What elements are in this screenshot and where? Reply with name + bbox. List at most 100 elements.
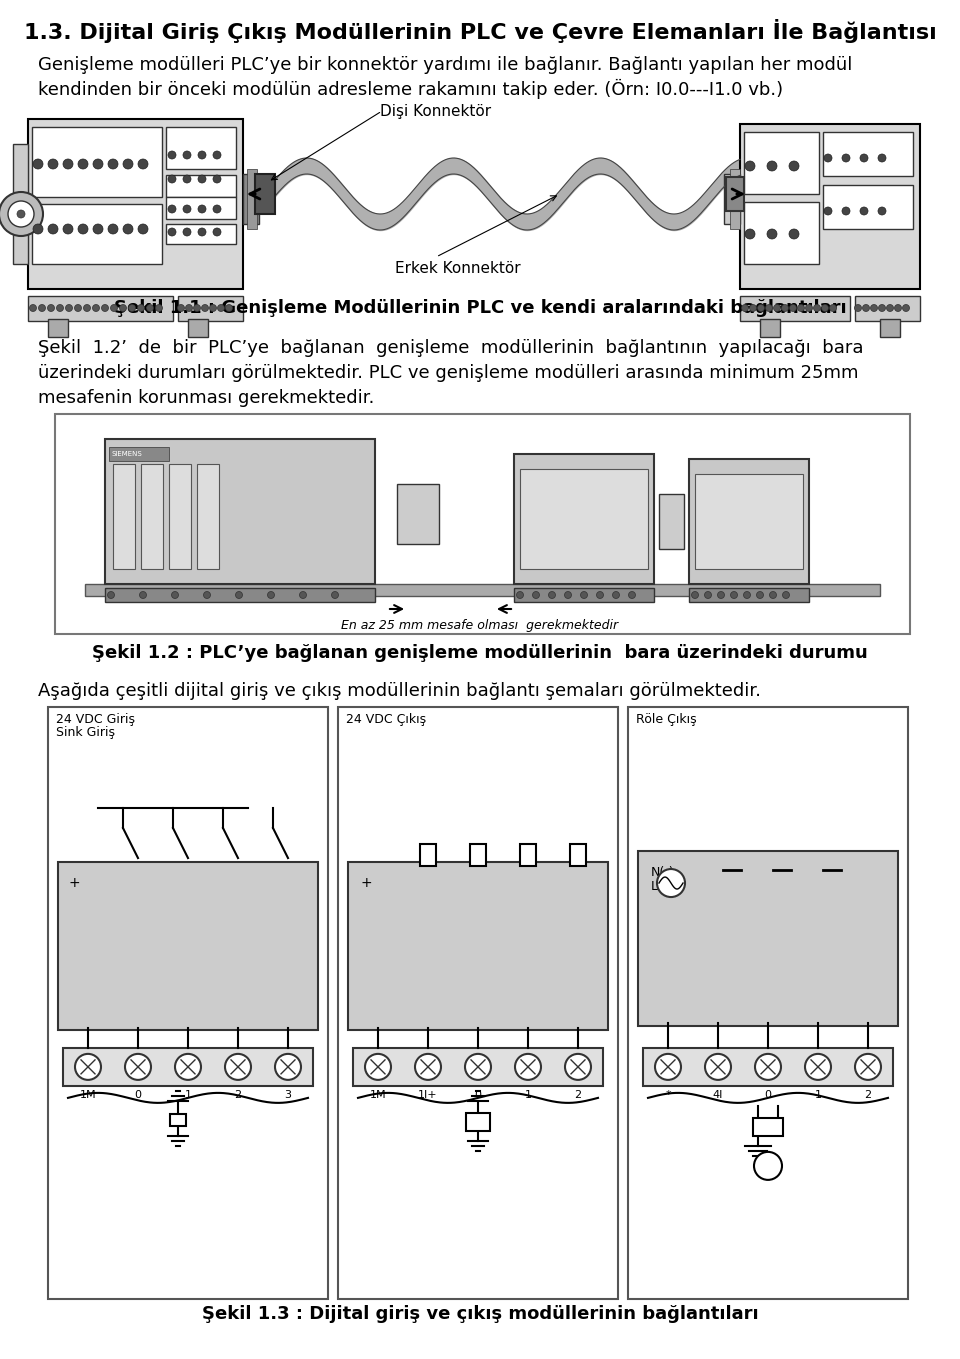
Text: SIEMENS: SIEMENS <box>111 451 142 457</box>
Circle shape <box>741 304 749 311</box>
Circle shape <box>548 591 556 598</box>
Circle shape <box>125 1053 151 1080</box>
Bar <box>255 174 275 213</box>
Circle shape <box>198 175 206 183</box>
Text: 3: 3 <box>284 1090 292 1099</box>
Circle shape <box>218 304 225 311</box>
Circle shape <box>782 591 789 598</box>
Bar <box>643 1048 893 1086</box>
Text: üzerindeki durumları görülmektedir. PLC ve genişleme modülleri arasında minimum : üzerindeki durumları görülmektedir. PLC … <box>38 364 858 382</box>
Text: Şekil 1.1 : Genişleme Modüllerinin PLC ve kendi aralarındaki bağlantıları: Şekil 1.1 : Genişleme Modüllerinin PLC v… <box>113 299 847 317</box>
Bar <box>48 707 328 1299</box>
Circle shape <box>156 304 162 311</box>
Circle shape <box>756 591 763 598</box>
Bar <box>726 177 744 211</box>
Circle shape <box>705 1053 731 1080</box>
Circle shape <box>185 304 193 311</box>
Bar <box>520 469 648 569</box>
Bar <box>753 1118 783 1136</box>
Bar <box>744 132 819 194</box>
Bar <box>514 454 654 584</box>
Circle shape <box>65 304 73 311</box>
Circle shape <box>108 224 118 234</box>
Bar <box>170 1114 186 1125</box>
Polygon shape <box>514 442 666 454</box>
Bar <box>105 588 375 602</box>
Text: En az 25 mm mesafe olması  gerekmektedir: En az 25 mm mesafe olması gerekmektedir <box>342 618 618 632</box>
Circle shape <box>194 304 201 311</box>
Circle shape <box>824 154 832 162</box>
Circle shape <box>213 151 221 159</box>
Circle shape <box>750 304 756 311</box>
Circle shape <box>183 151 191 159</box>
Circle shape <box>878 207 886 215</box>
Bar <box>348 862 608 1030</box>
Circle shape <box>731 591 737 598</box>
Circle shape <box>178 304 184 311</box>
Text: L(+): L(+) <box>651 881 679 893</box>
Bar <box>48 319 68 337</box>
Text: 0: 0 <box>474 1090 482 1099</box>
Circle shape <box>198 228 206 236</box>
Circle shape <box>331 591 339 598</box>
Text: Röle Çıkış: Röle Çıkış <box>636 713 697 726</box>
Circle shape <box>300 591 306 598</box>
Circle shape <box>862 304 870 311</box>
Circle shape <box>745 230 755 239</box>
Text: 1.3. Dijital Giriş Çıkış Modüllerinin PLC ve Çevre Elemanları İle Bağlantısı: 1.3. Dijital Giriş Çıkış Modüllerinin PL… <box>24 19 936 43</box>
Bar <box>55 414 910 635</box>
Circle shape <box>57 304 63 311</box>
Circle shape <box>515 1053 541 1080</box>
Circle shape <box>108 159 118 169</box>
Bar <box>744 202 819 264</box>
Circle shape <box>268 591 275 598</box>
Circle shape <box>93 159 103 169</box>
Circle shape <box>691 591 699 598</box>
Bar <box>823 185 913 230</box>
Circle shape <box>175 1053 201 1080</box>
Circle shape <box>842 207 850 215</box>
Circle shape <box>895 304 901 311</box>
Text: 1M: 1M <box>370 1090 386 1099</box>
Bar <box>740 296 850 321</box>
Bar <box>880 319 900 337</box>
Circle shape <box>63 224 73 234</box>
Text: Şekil  1.2’  de  bir  PLC’ye  bağlanan  genişleme  modüllerinin  bağlantının  ya: Şekil 1.2’ de bir PLC’ye bağlanan genişl… <box>38 338 863 357</box>
Circle shape <box>110 304 117 311</box>
Circle shape <box>781 304 788 311</box>
Circle shape <box>765 304 773 311</box>
Circle shape <box>533 591 540 598</box>
Text: 1: 1 <box>184 1090 191 1099</box>
Bar <box>689 588 809 602</box>
Bar <box>32 204 162 264</box>
Bar <box>466 1113 490 1131</box>
Circle shape <box>183 205 191 213</box>
Text: Erkek Konnektör: Erkek Konnektör <box>395 261 520 276</box>
Bar <box>689 459 809 584</box>
Circle shape <box>213 205 221 213</box>
Circle shape <box>860 207 868 215</box>
Circle shape <box>774 304 780 311</box>
Circle shape <box>902 304 909 311</box>
Bar <box>628 707 908 1299</box>
Circle shape <box>183 175 191 183</box>
Circle shape <box>655 1053 681 1080</box>
Text: 1I+: 1I+ <box>419 1090 438 1099</box>
Circle shape <box>198 205 206 213</box>
Circle shape <box>855 1053 881 1080</box>
Text: 2: 2 <box>234 1090 242 1099</box>
Circle shape <box>822 304 828 311</box>
Circle shape <box>168 228 176 236</box>
Circle shape <box>75 1053 101 1080</box>
Polygon shape <box>375 427 387 584</box>
Circle shape <box>137 304 145 311</box>
Bar <box>85 584 880 597</box>
Circle shape <box>75 304 82 311</box>
Circle shape <box>78 159 88 169</box>
Circle shape <box>813 304 821 311</box>
Text: +: + <box>68 877 80 890</box>
Text: Şekil 1.2 : PLC’ye bağlanan genişleme modüllerinin  bara üzerindeki durumu: Şekil 1.2 : PLC’ye bağlanan genişleme mo… <box>92 644 868 662</box>
Circle shape <box>717 591 725 598</box>
Circle shape <box>213 175 221 183</box>
Bar <box>823 132 913 177</box>
